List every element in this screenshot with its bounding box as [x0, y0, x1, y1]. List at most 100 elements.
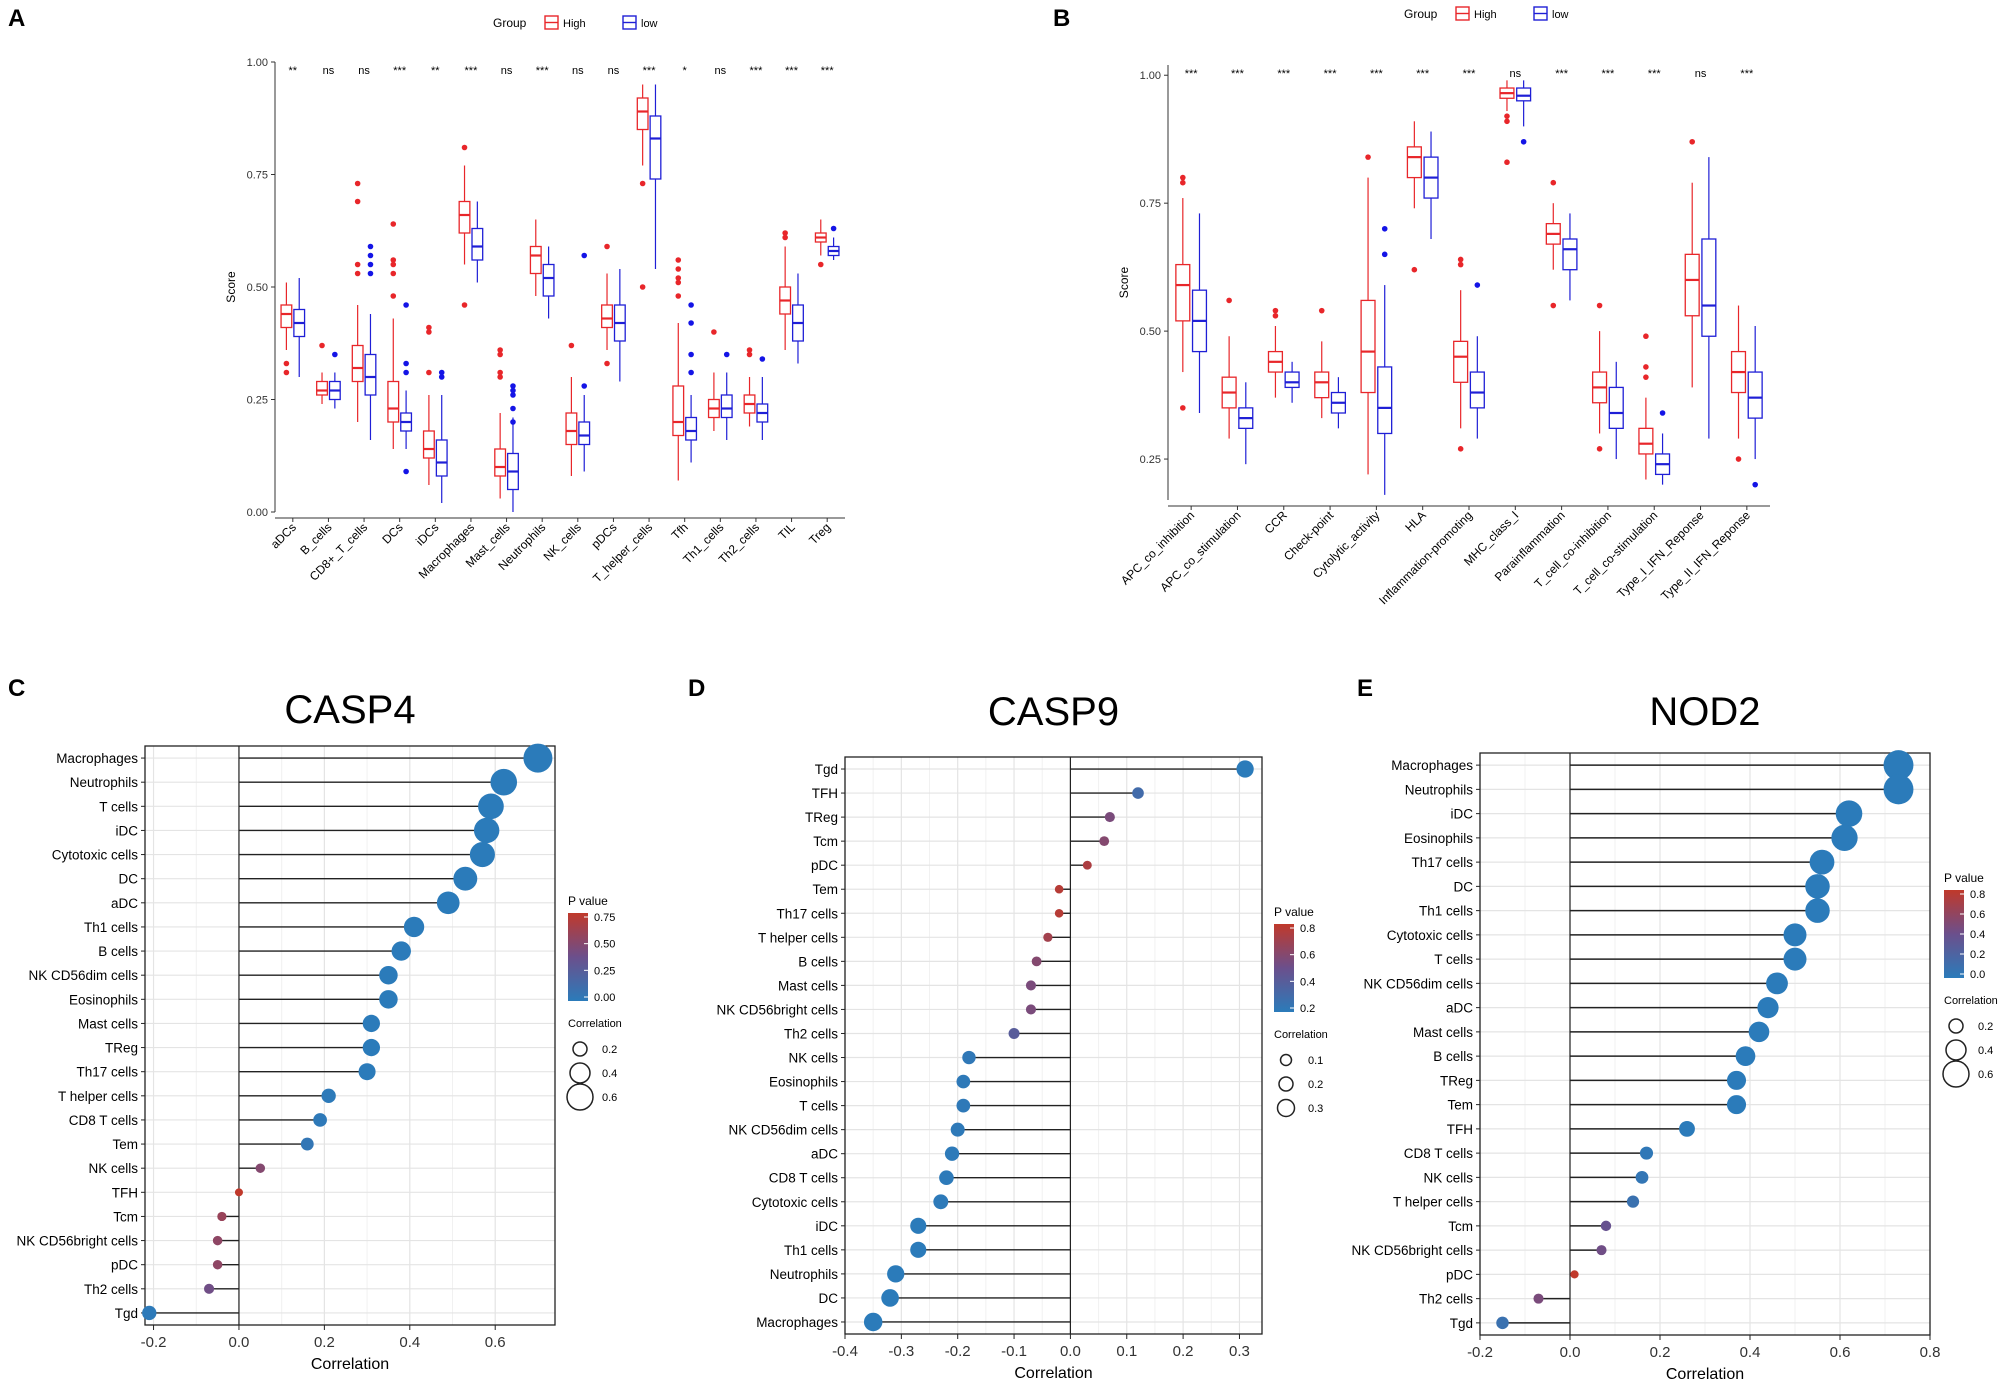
box-high-t-cell-co-stimulation [1638, 333, 1654, 480]
outlier-point [1381, 251, 1388, 258]
size-key-label: 0.2 [1978, 1021, 1993, 1033]
x-tick-label: 0.0 [229, 1334, 250, 1351]
point-b-cells [1735, 1046, 1756, 1066]
y-tick-label: DC [819, 1291, 839, 1306]
x-tick-label: 0.4 [1740, 1344, 1761, 1361]
point-eosinophils [379, 990, 398, 1009]
box-high-neutrophils [529, 219, 542, 296]
x-tick-label: NK_cells [541, 520, 584, 563]
p-tick-label: 0.6 [1970, 909, 1985, 921]
box-high-adcs [280, 282, 293, 376]
box-iqr [435, 439, 448, 477]
significance-label: * [683, 65, 688, 77]
box-iqr [1608, 386, 1624, 430]
point-nk-cd56dim-cells [1766, 972, 1788, 995]
outlier-point [1550, 302, 1557, 309]
panel-label-b: B [1053, 5, 1070, 32]
box-iqr [494, 448, 507, 477]
y-tick-label: TFH [1447, 1122, 1473, 1137]
p-tick-label: 0.8 [1300, 923, 1315, 935]
outlier-point [1550, 179, 1557, 186]
box-low-apc-co-stimulation [1238, 382, 1254, 465]
box-low-mhc-class-i [1516, 80, 1532, 145]
outlier-point [367, 243, 374, 250]
y-tick-label: NK CD56dim cells [28, 968, 138, 983]
y-tick-label: Th2 cells [1419, 1292, 1473, 1307]
outlier-point [1643, 364, 1649, 370]
size-key-label: 0.4 [602, 1068, 617, 1080]
size-key-label: 0.2 [1308, 1079, 1323, 1091]
y-tick-label: Th17 cells [1411, 855, 1473, 870]
x-tick-label: 0.6 [485, 1334, 506, 1351]
box-high-dcs [387, 221, 400, 449]
box-iqr [1314, 371, 1330, 399]
outlier-point [354, 180, 361, 187]
x-tick-label: 0.2 [1173, 1343, 1194, 1360]
box-iqr [387, 380, 400, 423]
x-tick-label: Treg [806, 520, 833, 547]
box-high-idcs [422, 324, 435, 485]
y-tick-label: Eosinophils [769, 1075, 838, 1090]
box-high-treg [814, 219, 827, 268]
box-iqr [1638, 427, 1654, 455]
panel-a-boxplot: Group High low 0.00 0.25 0.50 0.75 1.00 Score aDC… [224, 15, 845, 585]
box-low-b-cells [328, 351, 341, 409]
box-iqr [1377, 366, 1393, 435]
p-tick-label: 0.6 [1300, 950, 1315, 962]
point-tgd [1496, 1316, 1509, 1330]
outlier-point [354, 198, 361, 205]
y-tick-label: Eosinophils [69, 992, 138, 1007]
box-low-neutrophils [542, 246, 555, 319]
box-low-t-cell-co-inhibition [1608, 361, 1624, 460]
outlier-point [1659, 410, 1666, 416]
y-tick-label: 1.00 [1140, 70, 1161, 82]
y-tick-label: NK cells [1423, 1170, 1473, 1185]
point-dc [453, 866, 478, 891]
significance-label: ns [501, 65, 513, 77]
p-tick-label: 0.2 [1970, 949, 1985, 961]
significance-label: *** [1324, 68, 1338, 80]
significance-label: *** [785, 65, 799, 77]
p-tick-label: 0.50 [594, 939, 615, 951]
size-key-circle [1276, 1098, 1296, 1118]
outlier-point [319, 342, 325, 349]
x-tick-label: -0.2 [945, 1343, 971, 1360]
y-tick-label: 0.75 [1140, 198, 1161, 210]
point-t-cells [956, 1098, 971, 1113]
box-low-mast-cells [506, 383, 519, 512]
box-iqr [422, 430, 435, 459]
y-tick-label: 0.25 [247, 395, 268, 407]
outlier-point [1520, 138, 1527, 145]
outlier-point [510, 387, 516, 394]
y-tick-label: aDC [1446, 1001, 1473, 1016]
box-high-mhc-class-i [1499, 80, 1515, 166]
size-key-circle [572, 1041, 588, 1057]
outlier-point [1596, 302, 1603, 309]
box-low-inflammation-promoting [1469, 282, 1485, 439]
point-neutrophils [887, 1265, 905, 1283]
outlier-point [403, 302, 409, 308]
significance-label: *** [1185, 68, 1199, 80]
outlier-point [782, 234, 788, 241]
x-tick-label: CCR [1262, 508, 1291, 537]
box-low-check-point [1330, 377, 1347, 429]
outlier-point [1365, 154, 1371, 160]
p-tick-label: 0.25 [594, 965, 615, 977]
significance-label: *** [1555, 68, 1569, 80]
box-iqr [351, 344, 364, 383]
plot-frame [144, 745, 556, 1326]
point-nk-cells [962, 1050, 976, 1065]
box-low-parainflammation [1562, 213, 1578, 301]
y-tick-label: DC [119, 872, 139, 887]
outlier-point [390, 293, 397, 299]
box-iqr [1469, 371, 1485, 409]
y-tick-label: TReg [1440, 1073, 1473, 1088]
outlier-point [367, 270, 374, 277]
y-tick-label: Eosinophils [1404, 831, 1473, 846]
point-tem [1726, 1095, 1747, 1115]
x-tick-label: 0.2 [314, 1334, 335, 1351]
x-tick-label: T_cell_co-inhibition [1532, 508, 1615, 591]
point-idc [910, 1217, 927, 1234]
x-axis-title: Correlation [1014, 1365, 1092, 1382]
